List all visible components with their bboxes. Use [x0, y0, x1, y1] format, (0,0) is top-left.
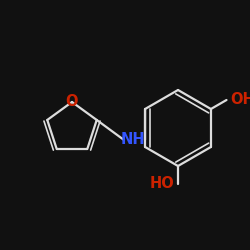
Text: NH: NH — [121, 132, 145, 148]
Text: HO: HO — [149, 176, 174, 192]
Text: O: O — [66, 94, 78, 110]
Text: OH: OH — [230, 92, 250, 108]
